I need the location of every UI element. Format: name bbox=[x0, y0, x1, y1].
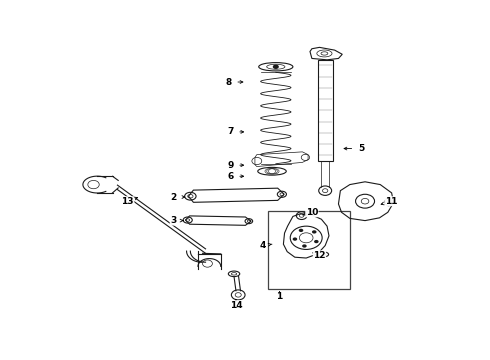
Text: 9: 9 bbox=[227, 161, 233, 170]
Text: 2: 2 bbox=[170, 193, 176, 202]
Text: 10: 10 bbox=[306, 208, 318, 217]
Circle shape bbox=[299, 229, 303, 232]
Bar bbox=[318, 60, 333, 161]
Bar bbox=[268, 211, 350, 288]
Circle shape bbox=[312, 230, 317, 234]
Text: 1: 1 bbox=[276, 292, 283, 301]
Text: 4: 4 bbox=[259, 241, 266, 250]
Text: 6: 6 bbox=[227, 172, 233, 181]
Text: 11: 11 bbox=[385, 197, 398, 206]
Circle shape bbox=[293, 238, 297, 241]
Text: 5: 5 bbox=[358, 144, 365, 153]
Text: 3: 3 bbox=[170, 216, 176, 225]
Circle shape bbox=[302, 244, 307, 248]
Text: 7: 7 bbox=[227, 127, 233, 136]
Text: 8: 8 bbox=[225, 77, 231, 86]
Circle shape bbox=[314, 240, 319, 243]
Text: 14: 14 bbox=[230, 301, 242, 310]
Circle shape bbox=[273, 64, 279, 69]
Text: 13: 13 bbox=[122, 197, 134, 206]
Text: 12: 12 bbox=[313, 251, 326, 260]
